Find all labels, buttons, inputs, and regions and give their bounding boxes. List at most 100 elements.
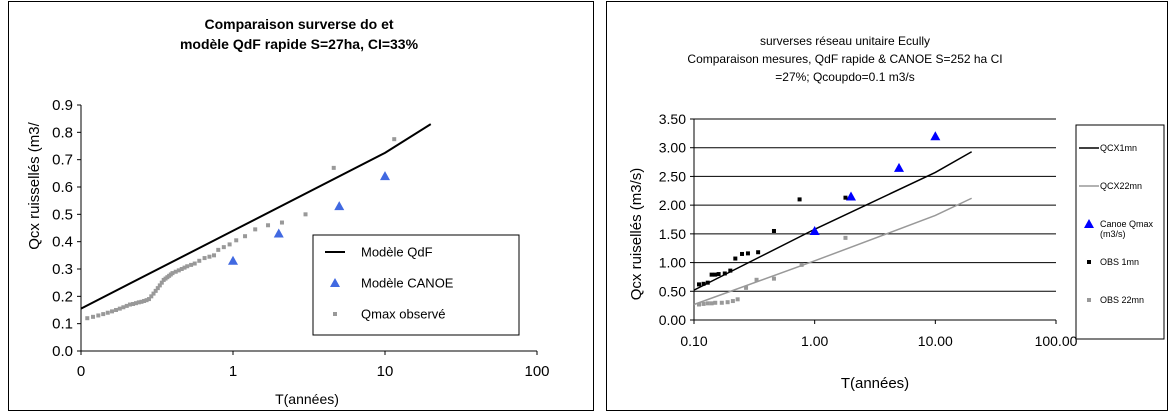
data-point-square <box>740 251 745 256</box>
data-point-square <box>756 250 761 255</box>
data-point-square <box>131 301 136 306</box>
data-point-square <box>173 269 178 274</box>
data-point-square <box>705 301 710 306</box>
x-tick-label: 100.00 <box>1035 333 1078 349</box>
data-point-square <box>713 272 718 277</box>
legend-box <box>312 234 520 336</box>
legend-label: QCX22mn <box>1100 181 1142 191</box>
data-point-square <box>843 235 848 240</box>
data-point-square <box>797 197 802 202</box>
data-point-square <box>243 234 248 239</box>
data-point-square <box>142 298 147 303</box>
data-point-square <box>159 280 164 285</box>
chart-subtitle: modèle QdF rapide S=27ha, CI=33% <box>180 36 419 52</box>
y-tick-label: 0.7 <box>52 152 73 169</box>
data-point-square <box>149 294 154 299</box>
data-point-square <box>207 254 212 259</box>
data-point-square <box>725 300 730 305</box>
data-point-square <box>719 300 724 305</box>
data-point-square <box>713 300 718 305</box>
data-point-square <box>735 297 740 302</box>
y-tick-label: 0.50 <box>659 283 686 299</box>
x-tick-label: 10 <box>377 363 394 380</box>
y-tick-label: 1.50 <box>659 226 686 242</box>
data-point-square <box>701 301 706 306</box>
x-axis-label: T(années) <box>841 375 909 392</box>
data-point-square <box>144 298 149 303</box>
data-point-square <box>253 227 258 232</box>
x-tick-label: 1 <box>229 363 237 380</box>
data-point-square <box>771 228 776 233</box>
data-point-square <box>728 268 733 273</box>
data-point-square <box>705 280 710 285</box>
data-point-square <box>151 291 156 296</box>
data-point-square <box>392 137 397 142</box>
y-tick-label: 3.00 <box>659 140 686 156</box>
data-point-square <box>192 261 197 266</box>
y-tick-label: 2.50 <box>659 168 686 184</box>
y-tick-label: 0.9 <box>52 97 73 114</box>
chart-right-svg: surverses réseau unitaire Ecully Compara… <box>628 34 1165 392</box>
data-point-square <box>91 314 96 319</box>
chart-subtitle-line2: =27%; Qcoupdo=0.1 m3/s <box>775 70 914 84</box>
y-tick-label: 0.3 <box>52 261 73 278</box>
data-point-square <box>303 212 308 217</box>
legend-label: Modèle CANOE <box>361 275 454 290</box>
x-tick-label: 0 <box>77 363 85 380</box>
data-point-square <box>331 165 336 170</box>
data-point-triangle <box>809 225 820 235</box>
data-point-square <box>722 271 727 276</box>
data-point-square <box>771 276 776 281</box>
x-tick-label: 0.10 <box>680 333 707 349</box>
data-point-square <box>696 302 701 307</box>
data-point-square <box>85 316 90 321</box>
legend-label: OBS 22mn <box>1100 295 1144 305</box>
data-point-square <box>136 300 141 305</box>
data-point-square <box>709 272 714 277</box>
data-point-square <box>733 256 738 261</box>
data-point-square <box>701 281 706 286</box>
legend-label: QCX1mn <box>1100 143 1137 153</box>
y-tick-label: 0.6 <box>52 179 73 196</box>
data-point-triangle <box>845 191 856 201</box>
y-tick-label: 0.0 <box>52 343 73 360</box>
data-point-square <box>96 313 101 318</box>
data-point-square <box>182 265 187 270</box>
y-tick-label: 0.8 <box>52 124 73 141</box>
chart-panel-left: Comparaison surverse do et modèle QdF ra… <box>8 1 594 411</box>
y-axis-label: Qcx ruissellés (m3/ <box>26 121 43 249</box>
data-point-square <box>197 258 202 263</box>
data-point-square <box>744 285 749 290</box>
data-point-triangle <box>380 171 390 181</box>
series-line <box>80 123 432 310</box>
x-axis-label: T(années) <box>275 391 339 407</box>
chart-subtitle: Comparaison mesures, QdF rapide & CANOE … <box>687 52 1002 66</box>
legend-label: Canoe Qmax <box>1100 219 1154 229</box>
legend-square-swatch <box>333 312 337 316</box>
data-point-square <box>266 223 271 228</box>
series-line <box>693 197 972 306</box>
data-point-square <box>121 305 126 310</box>
chart-left-svg: Comparaison surverse do et modèle QdF ra… <box>26 16 550 407</box>
y-tick-label: 0.5 <box>52 206 73 223</box>
data-point-square <box>799 262 804 267</box>
data-point-square <box>221 245 226 250</box>
chart-panel-right: surverses réseau unitaire Ecully Compara… <box>606 1 1168 411</box>
data-point-square <box>696 282 701 287</box>
data-point-square <box>212 253 217 258</box>
data-point-square <box>716 272 721 277</box>
data-point-square <box>234 238 239 243</box>
legend-label: Modèle QdF <box>361 244 433 259</box>
data-point-square <box>127 302 132 307</box>
y-tick-label: 0.1 <box>52 316 73 333</box>
legend-square-swatch <box>1087 260 1091 264</box>
data-point-triangle <box>334 201 345 211</box>
data-point-square <box>745 251 750 256</box>
data-point-square <box>179 267 184 271</box>
legend-label: Qmax observé <box>361 306 446 321</box>
data-point-square <box>843 195 848 200</box>
y-tick-label: 3.50 <box>659 111 686 127</box>
y-tick-label: 1.00 <box>659 255 686 271</box>
chart-title: Comparaison surverse do et <box>204 16 393 32</box>
data-point-square <box>202 256 207 261</box>
